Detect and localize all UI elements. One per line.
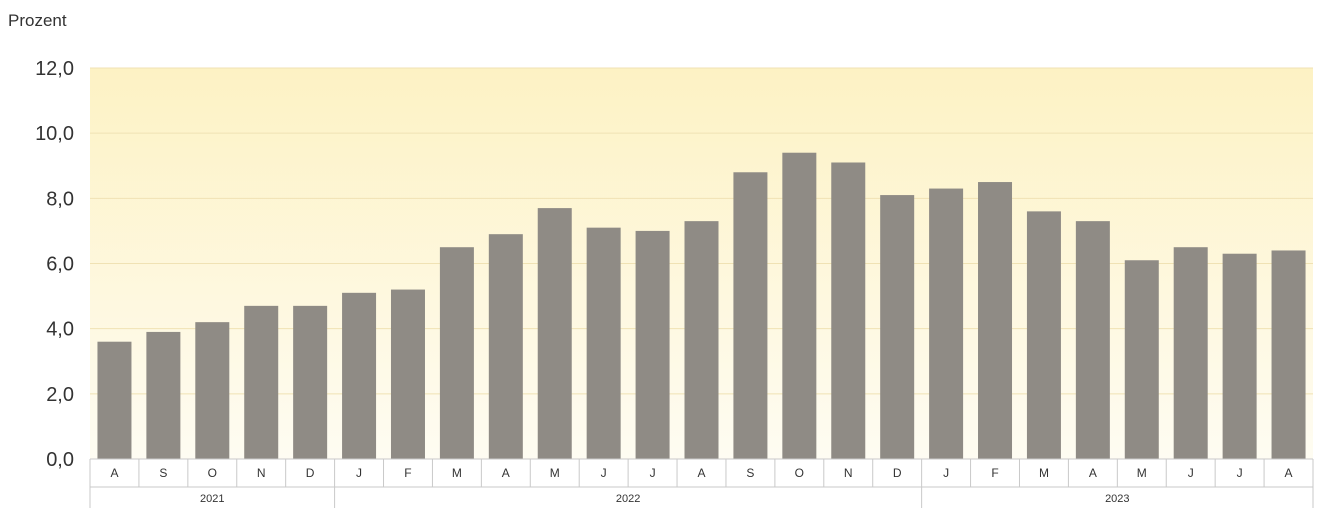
bar <box>978 182 1013 459</box>
bar <box>195 322 230 459</box>
month-tick-label: F <box>404 466 411 480</box>
bar <box>390 289 425 459</box>
bar <box>684 221 719 459</box>
y-tick-label: 6,0 <box>46 254 74 276</box>
month-tick-label: D <box>306 466 315 480</box>
bar <box>244 305 279 459</box>
y-tick-label: 0,0 <box>46 449 74 471</box>
x-axis: A S O N D J F M A M J J A S O N D J F M A M J J A 2021 2022 2023 <box>89 458 1314 508</box>
month-tick-label: J <box>1237 466 1243 480</box>
month-tick-label: M <box>550 466 560 480</box>
bar <box>488 234 523 459</box>
bar <box>1075 221 1110 459</box>
y-tick-label: 2,0 <box>46 384 74 406</box>
month-tick-label: N <box>844 466 853 480</box>
month-tick-label: N <box>257 466 266 480</box>
month-tick-label: J <box>650 466 656 480</box>
month-tick-label: J <box>356 466 362 480</box>
bar <box>342 292 377 459</box>
bar <box>586 227 621 459</box>
bar <box>1124 260 1159 459</box>
month-tick-label: J <box>601 466 607 480</box>
month-tick-label: O <box>208 466 217 480</box>
bar <box>1222 253 1257 459</box>
month-tick-label: M <box>1137 466 1147 480</box>
month-tick-label: M <box>452 466 462 480</box>
bar <box>537 208 572 459</box>
bar <box>831 162 866 459</box>
bar <box>880 195 915 459</box>
bar <box>1271 250 1306 459</box>
bars <box>97 152 1306 459</box>
y-tick-label: 12,0 <box>35 58 74 80</box>
year-tick-label: 2021 <box>200 493 224 505</box>
bar <box>97 341 132 459</box>
bar <box>146 331 181 459</box>
bar <box>782 152 817 459</box>
month-tick-label: A <box>697 466 705 480</box>
month-tick-label: S <box>746 466 754 480</box>
y-tick-label: 8,0 <box>46 188 74 210</box>
month-tick-label: A <box>1089 466 1097 480</box>
y-axis-label: Prozent <box>8 11 67 30</box>
bar <box>929 188 964 459</box>
month-tick-label: M <box>1039 466 1049 480</box>
y-axis-ticks: 0,0 2,0 4,0 6,0 8,0 10,0 12,0 <box>35 58 74 471</box>
month-tick-label: O <box>795 466 804 480</box>
month-tick-label: D <box>893 466 902 480</box>
month-tick-label: S <box>159 466 167 480</box>
bar <box>635 230 670 459</box>
bar <box>293 305 328 459</box>
bar <box>1026 211 1061 459</box>
month-tick-label: A <box>110 466 118 480</box>
month-tick-label: A <box>502 466 510 480</box>
year-tick-label: 2023 <box>1105 493 1129 505</box>
bar <box>733 172 768 459</box>
month-tick-label: J <box>943 466 949 480</box>
month-tick-label: F <box>991 466 998 480</box>
month-tick-label: J <box>1188 466 1194 480</box>
bar <box>439 247 474 459</box>
y-tick-label: 4,0 <box>46 319 74 341</box>
month-tick-label: A <box>1285 466 1293 480</box>
bar <box>1173 247 1208 459</box>
year-tick-label: 2022 <box>616 493 640 505</box>
y-tick-label: 10,0 <box>35 123 74 145</box>
